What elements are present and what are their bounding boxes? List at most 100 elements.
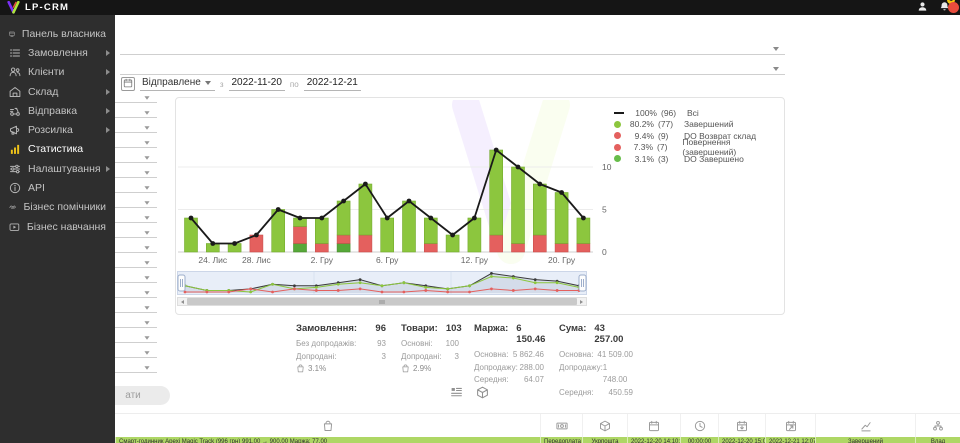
mini-filter-select-16[interactable] xyxy=(115,330,157,343)
shipping-icon xyxy=(10,107,20,116)
mini-filter-select-9[interactable] xyxy=(115,225,157,238)
mini-filter-select-14[interactable] xyxy=(115,300,157,313)
chevron-down-icon xyxy=(144,291,150,295)
mini-filter-select-4[interactable] xyxy=(115,150,157,163)
table-cell-4: 00:00:00 xyxy=(680,437,718,443)
legend-text: (3) xyxy=(658,153,669,164)
top-filter-select-2[interactable] xyxy=(120,61,785,75)
sidebar-item-7[interactable]: Налаштування xyxy=(0,159,115,178)
chevron-down-icon xyxy=(773,67,779,71)
sidebar-item-2[interactable]: Клієнти xyxy=(0,63,115,82)
mini-filter-select-0[interactable] xyxy=(115,90,157,103)
table-header-cell-4[interactable] xyxy=(680,414,718,438)
table-header-cell-7[interactable] xyxy=(815,414,915,438)
package-icon[interactable] xyxy=(476,386,489,399)
sidebar-item-6[interactable]: Статистика xyxy=(0,140,115,159)
mini-filter-select-15[interactable] xyxy=(115,315,157,328)
legend-text: 100% xyxy=(635,107,657,118)
mini-filter-select-8[interactable] xyxy=(115,210,157,223)
legend-item-1[interactable]: 80.2% (77) Завершений xyxy=(614,119,784,131)
summary-title: 103 xyxy=(445,323,462,334)
sidebar-item-4[interactable]: Відправка xyxy=(0,101,115,120)
mini-filter-select-1[interactable] xyxy=(115,105,157,118)
navigator-scrollbar[interactable] xyxy=(177,297,587,306)
sidebar-item-label: Відправка xyxy=(28,104,78,117)
list-view-icon[interactable] xyxy=(450,386,463,399)
table-header-cell-3[interactable] xyxy=(627,414,680,438)
sidebar-item-1[interactable]: Замовлення xyxy=(0,43,115,62)
video-icon xyxy=(9,223,20,231)
legend-text: DO Возврат склад xyxy=(684,130,757,141)
legend-text: Завершений xyxy=(684,119,734,130)
legend-item-0[interactable]: 100% (96) Всі xyxy=(614,107,784,119)
table-header-cell-8[interactable] xyxy=(915,414,960,438)
sidebar-item-9[interactable]: Бізнес помічники xyxy=(0,198,115,217)
chevron-down-icon xyxy=(144,246,150,250)
legend-text: (96) xyxy=(661,107,677,118)
sidebar-item-5[interactable]: Розсилка xyxy=(0,120,115,139)
to-label: по xyxy=(289,80,299,89)
summary-row: Основна: 41 509.00 xyxy=(559,350,633,359)
table-header-cell-0[interactable] xyxy=(115,414,540,438)
mini-filter-select-17[interactable] xyxy=(115,345,157,358)
summary-title: Замовлення: xyxy=(296,323,358,334)
alert-indicator-icon[interactable] xyxy=(948,2,959,13)
sidebar-item-0[interactable]: Панель власника xyxy=(0,24,115,43)
table-cell-8: Влад xyxy=(915,437,960,443)
mini-filter-select-11[interactable] xyxy=(115,255,157,268)
chevron-down-icon xyxy=(144,231,150,235)
date-to-input[interactable]: 2022-12-21 xyxy=(303,77,361,91)
scrollbar-grip-icon xyxy=(379,299,385,304)
legend-item-3[interactable]: 7.3% (7) Повернення (завершений) xyxy=(614,137,784,157)
table-row[interactable]: Смарт-годинник Apexi Magic Track (996 гр… xyxy=(115,437,960,443)
sidebar-item-label: Розсилка xyxy=(28,124,73,137)
table-header-cell-6[interactable] xyxy=(765,414,815,438)
chart-legend: 100% (96) Всі 80.2% (77) Завершений 9.4% (9) DO … xyxy=(614,107,784,165)
mini-filter-select-10[interactable] xyxy=(115,240,157,253)
user-icon[interactable] xyxy=(917,1,928,12)
mini-filter-select-18[interactable] xyxy=(115,360,157,373)
banknote-icon xyxy=(555,422,568,430)
sidebar-item-8[interactable]: API xyxy=(0,178,115,197)
mini-filter-select-5[interactable] xyxy=(115,165,157,178)
mini-filter-select-3[interactable] xyxy=(115,135,157,148)
chevron-right-icon xyxy=(106,165,110,172)
list-view-toggle[interactable] xyxy=(450,386,463,404)
products-view-toggle[interactable] xyxy=(476,386,489,404)
top-filter-select-1[interactable] xyxy=(120,41,785,55)
sidebar-item-label: Клієнти xyxy=(28,66,65,79)
calendar-button[interactable] xyxy=(121,77,135,91)
legend-item-4[interactable]: 3.1% (3) DO Завершено xyxy=(614,153,784,165)
date-type-select[interactable]: Відправлене xyxy=(140,77,215,91)
date-from-input[interactable]: 2022-11-20 xyxy=(228,77,285,91)
navigator-handle[interactable] xyxy=(578,274,587,292)
sidebar-item-3[interactable]: Склад xyxy=(0,82,115,101)
warehouse-icon xyxy=(9,86,21,97)
mini-filter-select-6[interactable] xyxy=(115,180,157,193)
mini-filter-select-7[interactable] xyxy=(115,195,157,208)
mini-filter-select-12[interactable] xyxy=(115,270,157,283)
summary-title: 43 257.00 xyxy=(594,323,624,345)
sidebar-item-10[interactable]: Бізнес навчання xyxy=(0,217,115,236)
scroll-right-button[interactable] xyxy=(577,298,586,305)
dashboard-icon xyxy=(9,31,15,37)
bag-icon xyxy=(297,364,304,373)
legend-text: (77) xyxy=(658,119,674,130)
legend-item-2[interactable]: 9.4% (9) DO Возврат склад xyxy=(614,130,784,142)
from-label: з xyxy=(219,80,224,89)
summary-column-0: Замовлення: 96 Без допродажів: 93 Допродані:… xyxy=(296,323,386,399)
scroll-left-button[interactable] xyxy=(178,298,187,305)
table-header-cell-2[interactable] xyxy=(582,414,627,438)
mini-filter-select-13[interactable] xyxy=(115,285,157,298)
mini-filter-select-2[interactable] xyxy=(115,120,157,133)
scrollbar-thumb[interactable] xyxy=(187,298,577,305)
table-header-cell-1[interactable] xyxy=(540,414,582,438)
summary-column-3: Сума: 43 257.00 Основна: 41 509.00 Допродажу… xyxy=(559,323,633,399)
navigator-handle[interactable] xyxy=(177,274,186,292)
bell-icon[interactable] xyxy=(939,1,950,12)
sidebar-item-label: API xyxy=(28,182,45,195)
chart-navigator[interactable] xyxy=(177,271,587,300)
table-header-cell-5[interactable] xyxy=(718,414,765,438)
sidebar-item-label: Статистика xyxy=(28,143,84,156)
